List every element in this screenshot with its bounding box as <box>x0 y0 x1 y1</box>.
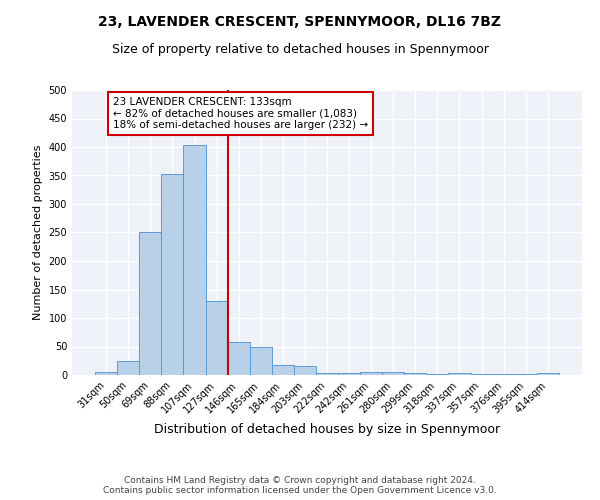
Bar <box>493 374 515 375</box>
Bar <box>448 372 470 375</box>
X-axis label: Distribution of detached houses by size in Spennymoor: Distribution of detached houses by size … <box>154 423 500 436</box>
Text: Size of property relative to detached houses in Spennymoor: Size of property relative to detached ho… <box>112 42 488 56</box>
Bar <box>427 374 448 375</box>
Bar <box>139 232 161 375</box>
Bar <box>206 301 227 375</box>
Text: Contains HM Land Registry data © Crown copyright and database right 2024.
Contai: Contains HM Land Registry data © Crown c… <box>103 476 497 495</box>
Bar <box>227 342 250 375</box>
Bar <box>95 372 117 375</box>
Bar <box>117 361 139 375</box>
Bar <box>184 146 206 375</box>
Text: 23 LAVENDER CRESCENT: 133sqm
← 82% of detached houses are smaller (1,083)
18% of: 23 LAVENDER CRESCENT: 133sqm ← 82% of de… <box>113 97 368 130</box>
Bar <box>470 374 493 375</box>
Bar <box>272 364 294 375</box>
Bar <box>537 374 559 375</box>
Bar <box>316 372 338 375</box>
Bar <box>250 346 272 375</box>
Bar <box>382 372 404 375</box>
Bar <box>338 372 360 375</box>
Bar <box>360 372 382 375</box>
Bar <box>294 366 316 375</box>
Bar <box>404 372 427 375</box>
Bar <box>515 374 537 375</box>
Text: 23, LAVENDER CRESCENT, SPENNYMOOR, DL16 7BZ: 23, LAVENDER CRESCENT, SPENNYMOOR, DL16 … <box>98 15 502 29</box>
Bar <box>161 174 184 375</box>
Y-axis label: Number of detached properties: Number of detached properties <box>33 145 43 320</box>
